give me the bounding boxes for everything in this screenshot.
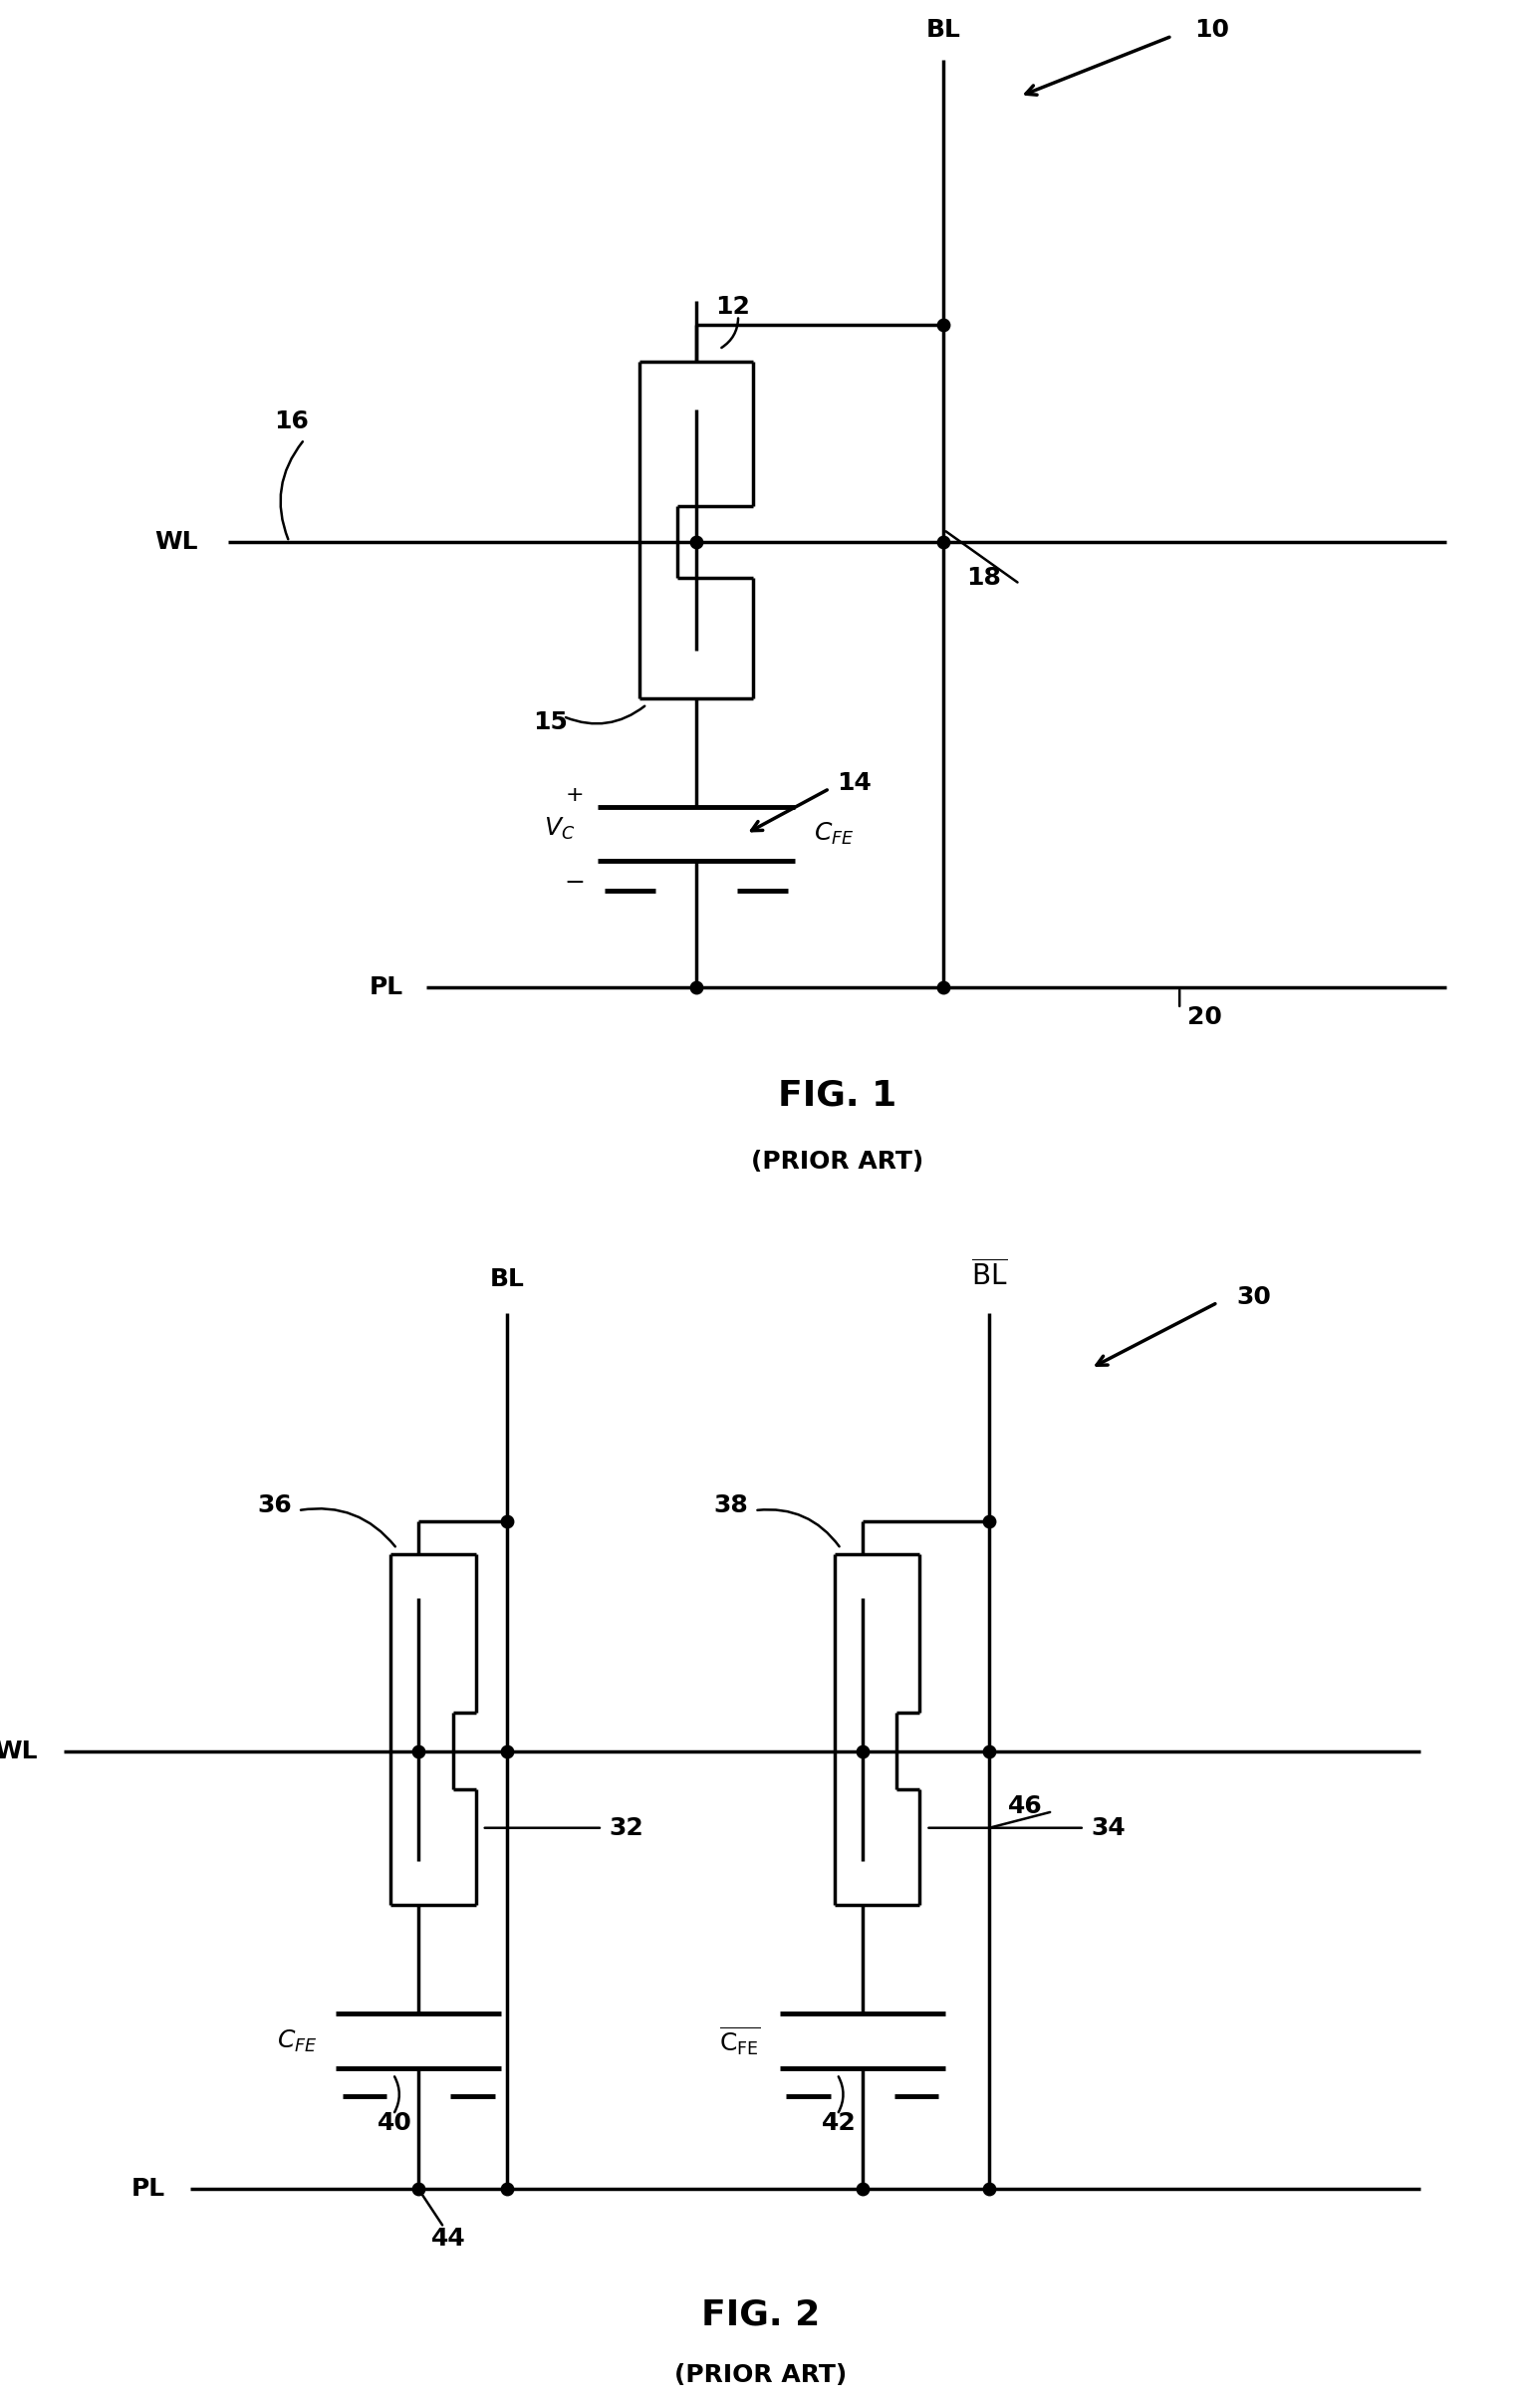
Text: 42: 42 [822, 2112, 855, 2136]
Text: PL: PL [370, 975, 403, 999]
Text: C$_\mathregular{FE}$: C$_\mathregular{FE}$ [814, 821, 854, 848]
Text: (PRIOR ART): (PRIOR ART) [750, 1151, 924, 1173]
Text: 40: 40 [377, 2112, 412, 2136]
Text: +: + [565, 785, 584, 804]
Text: 44: 44 [431, 2227, 466, 2251]
Text: FIG. 2: FIG. 2 [702, 2297, 820, 2331]
Text: 30: 30 [1236, 1286, 1271, 1310]
Text: WL: WL [155, 530, 198, 554]
Text: FIG. 1: FIG. 1 [778, 1079, 896, 1112]
Text: PL: PL [131, 2177, 164, 2201]
Text: −: − [565, 872, 584, 893]
Text: (PRIOR ART): (PRIOR ART) [674, 2362, 848, 2386]
Text: 10: 10 [1195, 19, 1230, 41]
Text: BL: BL [490, 1267, 525, 1291]
Text: $\overline{\mathrm{BL}}$: $\overline{\mathrm{BL}}$ [971, 1259, 1008, 1291]
Text: 15: 15 [533, 710, 568, 734]
Text: WL: WL [0, 1739, 38, 1763]
Text: 34: 34 [1091, 1816, 1125, 1840]
Text: BL: BL [927, 19, 960, 41]
Text: 20: 20 [1187, 1007, 1222, 1028]
Text: 18: 18 [966, 566, 1001, 590]
Text: 38: 38 [714, 1493, 749, 1517]
Text: 14: 14 [837, 771, 872, 795]
Text: 12: 12 [715, 296, 750, 318]
Text: 32: 32 [609, 1816, 644, 1840]
Text: C$_\mathregular{FE}$: C$_\mathregular{FE}$ [277, 2028, 317, 2054]
Text: 16: 16 [274, 409, 309, 433]
Text: 46: 46 [1008, 1794, 1043, 1818]
Text: 36: 36 [257, 1493, 292, 1517]
Text: V$_\mathregular{C}$: V$_\mathregular{C}$ [543, 816, 575, 840]
Text: $\overline{\mathrm{C}_{\mathrm{FE}}}$: $\overline{\mathrm{C}_{\mathrm{FE}}}$ [720, 2025, 761, 2059]
